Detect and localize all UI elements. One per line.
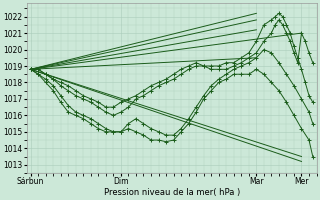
X-axis label: Pression niveau de la mer( hPa ): Pression niveau de la mer( hPa ): [104, 188, 240, 197]
